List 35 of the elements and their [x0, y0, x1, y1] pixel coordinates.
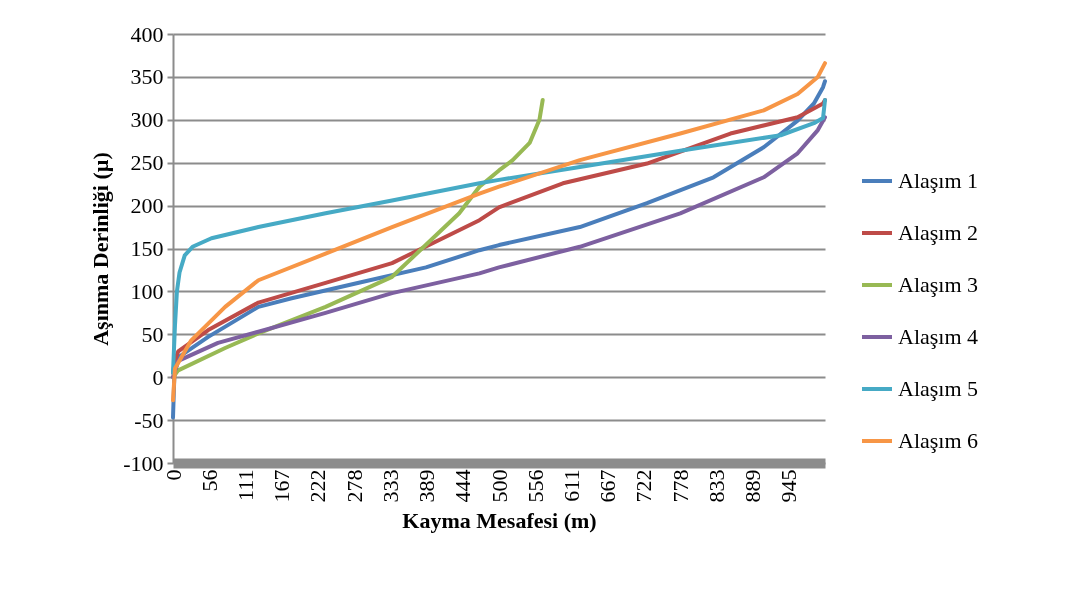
y-tick-label: 100	[130, 278, 164, 304]
x-tick-label: 333	[377, 469, 403, 503]
x-tick-label: 56	[196, 469, 222, 492]
x-tick-label: 500	[486, 469, 512, 503]
x-tick-label: 444	[450, 469, 476, 503]
legend-label: Alaşım 5	[898, 376, 979, 401]
y-tick-label: 0	[152, 364, 164, 390]
x-tick-label: 167	[269, 469, 295, 503]
legend-label: Alaşım 6	[898, 428, 979, 453]
x-tick-label: 889	[740, 469, 766, 503]
y-tick-label: -50	[134, 407, 164, 433]
x-tick-label: 722	[631, 469, 657, 503]
x-tick-label: 111	[232, 469, 258, 501]
x-axis-title: Kayma Mesafesi (m)	[402, 507, 597, 533]
x-tick-label: 667	[595, 469, 621, 503]
y-tick-label: 350	[130, 64, 164, 90]
x-tick-label: 278	[341, 469, 367, 503]
x-tick-label: 833	[703, 469, 729, 503]
x-tick-label: 222	[305, 469, 331, 503]
x-tick-label: 611	[558, 469, 584, 502]
x-tick-label: 389	[414, 469, 440, 503]
y-tick-label: 250	[130, 150, 164, 176]
legend-label: Alaşım 2	[898, 220, 979, 245]
y-tick-label: 400	[130, 21, 164, 47]
legend-label: Alaşım 3	[898, 272, 979, 297]
legend-label: Alaşım 1	[898, 168, 979, 193]
legend-label: Alaşım 4	[898, 324, 979, 349]
y-axis-title: Aşınma Derinliği (µ)	[88, 152, 114, 346]
y-tick-label: 200	[130, 193, 164, 219]
y-tick-label: 300	[130, 107, 164, 133]
x-tick-label: 945	[776, 469, 802, 503]
y-tick-label: 50	[141, 321, 164, 347]
x-tick-label: 556	[522, 469, 548, 503]
y-tick-label: 150	[130, 236, 164, 261]
x-tick-label: 778	[667, 469, 693, 503]
